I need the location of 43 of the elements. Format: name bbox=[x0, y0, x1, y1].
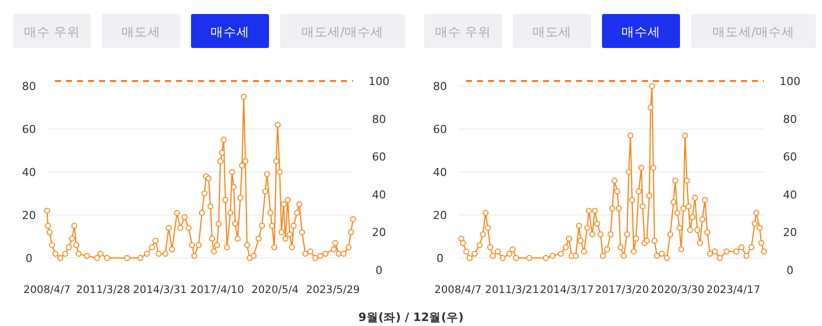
button: 매수세 bbox=[191, 14, 269, 48]
y2-tick-label: 60 bbox=[783, 150, 797, 164]
text: 9월(좌) / 12월(우) bbox=[358, 310, 464, 324]
button: 매도세/매수세 bbox=[691, 14, 816, 48]
y-tick-label: 60 bbox=[433, 123, 447, 136]
y-tick-label: 20 bbox=[22, 209, 36, 222]
y2-tick-label: 80 bbox=[372, 112, 386, 126]
y-tick-label: 40 bbox=[22, 166, 36, 179]
x-tick-label: 2008/4/7 bbox=[23, 284, 71, 296]
y2-tick-label: 0 bbox=[376, 264, 382, 277]
x-tick-label: 2011/3/21 bbox=[485, 284, 540, 296]
x-tick-label: 2020/3/30 bbox=[650, 284, 704, 296]
y-tick-label: 0 bbox=[26, 252, 32, 265]
y2-tick-label: 80 bbox=[783, 112, 797, 126]
y2-tick-label: 20 bbox=[372, 226, 386, 240]
x-tick-label: 2014/3/17 bbox=[540, 284, 594, 296]
button: 매수세 bbox=[602, 14, 680, 48]
y2-tick-label: 0 bbox=[786, 264, 794, 277]
y2-tick-label: 100 bbox=[780, 75, 800, 88]
y2-tick-label: 20 bbox=[783, 226, 797, 240]
y-tick-label: 20 bbox=[433, 209, 447, 222]
y-tick-label: 0 bbox=[436, 252, 444, 265]
x-tick-label: 2020/5/4 bbox=[251, 284, 299, 296]
button: 매도세/매수세 bbox=[280, 14, 405, 48]
y-tick-label: 40 bbox=[433, 166, 447, 179]
x-tick-label: 2008/4/7 bbox=[434, 284, 482, 296]
y2-tick-label: 40 bbox=[372, 188, 386, 202]
y-tick-label: 80 bbox=[433, 80, 447, 93]
button: 매수 우위 bbox=[13, 14, 91, 48]
x-tick-label: 2011/3/28 bbox=[76, 284, 130, 296]
x-tick-label: 2014/3/31 bbox=[133, 284, 187, 296]
y-tick-label: 60 bbox=[22, 123, 36, 136]
x-tick-label: 2023/5/29 bbox=[306, 284, 360, 296]
y2-tick-label: 40 bbox=[783, 188, 797, 202]
y2-tick-label: 100 bbox=[368, 75, 390, 88]
button: 매수 우위 bbox=[424, 14, 502, 48]
x-tick-label: 2023/4/17 bbox=[706, 284, 760, 296]
x-tick-label: 2017/3/20 bbox=[595, 284, 649, 296]
button: 매도세 bbox=[513, 14, 591, 48]
y2-tick-label: 60 bbox=[372, 150, 386, 164]
button: 매도세 bbox=[102, 14, 180, 48]
x-tick-label: 2017/4/10 bbox=[190, 284, 244, 296]
y-tick-label: 80 bbox=[22, 80, 36, 93]
